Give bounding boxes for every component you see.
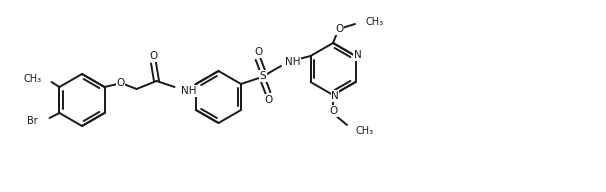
Text: S: S (260, 71, 267, 81)
Text: NH: NH (285, 57, 301, 67)
Text: Br: Br (27, 116, 38, 126)
Text: O: O (150, 51, 158, 61)
Text: N: N (331, 91, 339, 101)
Text: N: N (354, 50, 361, 60)
Text: NH: NH (181, 86, 196, 96)
Text: O: O (254, 47, 262, 57)
Text: CH₃: CH₃ (355, 126, 373, 136)
Text: O: O (264, 95, 272, 105)
Text: O: O (335, 24, 343, 34)
Text: CH₃: CH₃ (365, 17, 383, 27)
Text: O: O (329, 106, 337, 116)
Text: O: O (116, 78, 125, 88)
Text: CH₃: CH₃ (24, 74, 41, 84)
